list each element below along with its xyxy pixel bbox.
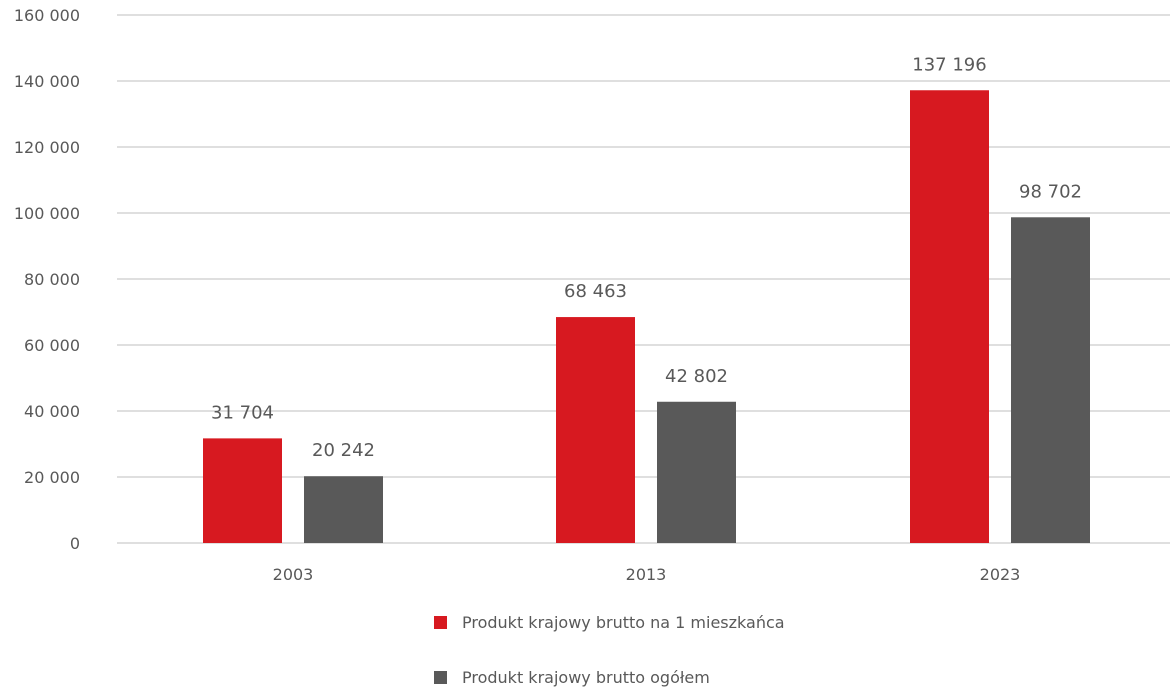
legend-swatch-series-2 [434, 671, 447, 684]
bars [203, 90, 1090, 544]
data-labels: 31 704 68 463 137 196 20 242 42 802 98 702 [211, 54, 1082, 461]
y-tick-label: 80 000 [24, 270, 80, 289]
y-tick-label: 0 [70, 534, 80, 553]
bar-2023-series-1 [910, 90, 989, 543]
y-tick-label: 40 000 [24, 402, 80, 421]
y-tick-label: 60 000 [24, 336, 80, 355]
data-label: 42 802 [665, 366, 728, 387]
y-tick-label: 100 000 [14, 204, 80, 223]
data-label: 68 463 [564, 281, 627, 302]
data-label: 98 702 [1019, 181, 1082, 202]
x-tick-label: 2023 [980, 565, 1021, 584]
x-tick-label: 2013 [626, 565, 667, 584]
gridlines [117, 14, 1170, 544]
y-tick-label: 140 000 [14, 72, 80, 91]
bar-2013-series-1 [556, 317, 635, 543]
legend-item-series-2: Produkt krajowy brutto ogółem [434, 668, 710, 687]
bar-2003-series-1 [203, 438, 282, 543]
y-tick-label: 20 000 [24, 468, 80, 487]
legend-item-series-1: Produkt krajowy brutto na 1 mieszkańca [434, 613, 785, 632]
legend-label-series-2: Produkt krajowy brutto ogółem [462, 668, 710, 687]
legend-label-series-1: Produkt krajowy brutto na 1 mieszkańca [462, 613, 785, 632]
x-axis-tick-labels: 2003 2013 2023 [273, 565, 1021, 584]
data-label: 20 242 [312, 440, 375, 461]
y-tick-label: 120 000 [14, 138, 80, 157]
y-axis-tick-labels: 0 20 000 40 000 60 000 80 000 100 000 120 000 1… [14, 6, 80, 553]
legend-swatch-series-1 [434, 616, 447, 629]
bar-2013-series-2 [657, 401, 736, 543]
data-label: 31 704 [211, 402, 274, 423]
y-tick-label: 160 000 [14, 6, 80, 25]
x-tick-label: 2003 [273, 565, 314, 584]
bar-2023-series-2 [1011, 217, 1090, 544]
data-label: 137 196 [912, 54, 986, 75]
bar-2003-series-2 [304, 476, 383, 543]
